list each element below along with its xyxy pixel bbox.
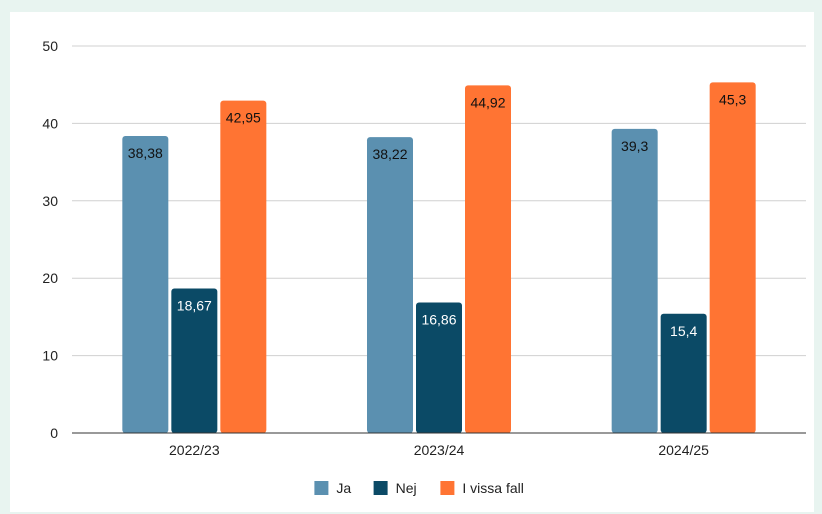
bar-ja: [122, 135, 169, 434]
y-tick-label: 40: [42, 115, 58, 131]
data-label: 18,67: [177, 297, 212, 313]
legend: Ja Nej I vissa fall: [314, 480, 524, 496]
bar-i-vissa-fall: [220, 100, 267, 433]
data-label: 16,86: [421, 312, 456, 328]
y-tick-label: 10: [42, 348, 58, 364]
y-tick-label: 0: [50, 425, 58, 441]
bar-nej: [660, 313, 707, 433]
legend-label: Ja: [336, 480, 351, 496]
data-label: 15,4: [670, 323, 697, 339]
bar-ja: [367, 137, 413, 434]
data-label: 44,92: [470, 94, 505, 110]
data-label: 45,3: [719, 91, 746, 107]
y-tick-label: 50: [42, 38, 58, 54]
data-label: 38,22: [372, 146, 407, 162]
data-labels: 38,38 18,67 42,95 38,22 16,86 44,92 39,3 15,4 45…: [128, 91, 747, 338]
y-tick-label: 30: [42, 193, 58, 209]
x-axis-ticks: 2022/23 2023/24 2024/25: [169, 442, 709, 458]
bar-nej: [171, 288, 218, 433]
legend-label: I vissa fall: [462, 480, 523, 496]
bar-i-vissa-fall: [709, 82, 756, 434]
bars: [122, 82, 756, 434]
x-tick-label: 2024/25: [658, 442, 709, 458]
legend-swatch: [373, 481, 388, 495]
bar-ja: [611, 128, 658, 433]
legend-swatch: [440, 481, 455, 495]
bar-nej: [416, 302, 462, 433]
data-label: 42,95: [226, 110, 261, 126]
y-axis-ticks: 0 10 20 30 40 50: [42, 38, 58, 441]
legend-label: Nej: [396, 480, 417, 496]
x-tick-label: 2022/23: [169, 442, 220, 458]
legend-swatch: [314, 481, 329, 495]
bar-i-vissa-fall: [465, 85, 511, 433]
data-label: 39,3: [621, 138, 648, 154]
data-label: 38,38: [128, 145, 163, 161]
x-tick-label: 2023/24: [414, 442, 465, 458]
y-tick-label: 20: [42, 270, 58, 286]
